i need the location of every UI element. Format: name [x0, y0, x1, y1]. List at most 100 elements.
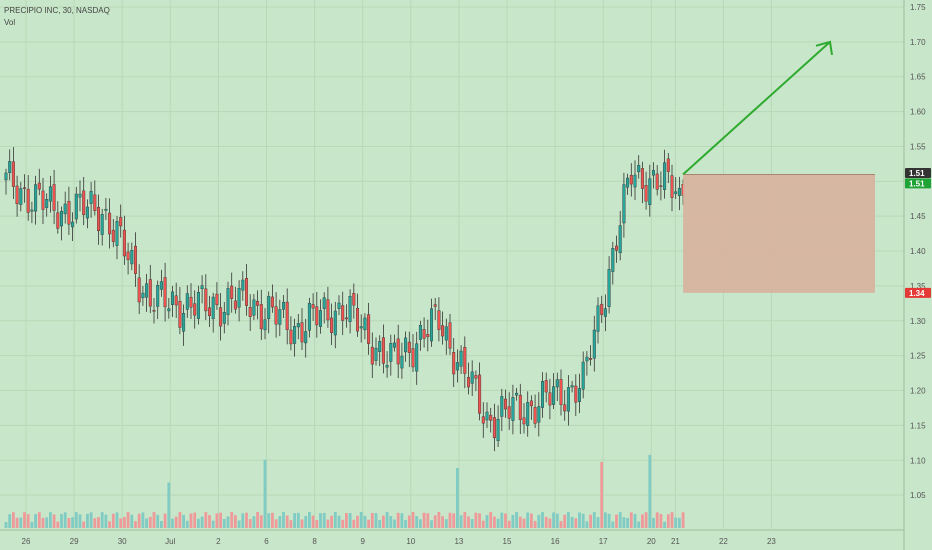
candle-body[interactable]	[63, 203, 67, 215]
candle-body[interactable]	[659, 185, 663, 187]
candle-body[interactable]	[648, 178, 652, 205]
candle-body[interactable]	[56, 212, 60, 229]
candle-body[interactable]	[115, 221, 119, 246]
candle-body[interactable]	[652, 170, 656, 176]
candle-body[interactable]	[574, 385, 578, 403]
candle-body[interactable]	[463, 347, 467, 374]
candle-body[interactable]	[393, 342, 397, 348]
candle-body[interactable]	[640, 168, 644, 189]
candle-body[interactable]	[96, 206, 100, 232]
candle-body[interactable]	[341, 305, 345, 321]
candle-body[interactable]	[41, 190, 45, 210]
candle-body[interactable]	[356, 307, 360, 332]
candle-body[interactable]	[626, 177, 630, 188]
candle-body[interactable]	[589, 358, 593, 360]
candle-body[interactable]	[189, 296, 193, 308]
candle-body[interactable]	[374, 347, 378, 361]
candle-body[interactable]	[185, 293, 189, 310]
candle-body[interactable]	[137, 277, 141, 303]
candle-body[interactable]	[48, 186, 52, 202]
candle-body[interactable]	[578, 388, 582, 402]
candle-body[interactable]	[237, 288, 241, 308]
candle-body[interactable]	[174, 295, 178, 306]
candle-body[interactable]	[11, 161, 15, 187]
candle-body[interactable]	[330, 317, 334, 334]
candle-body[interactable]	[381, 337, 385, 364]
candle-body[interactable]	[163, 277, 167, 308]
candle-body[interactable]	[296, 323, 300, 328]
candle-body[interactable]	[133, 245, 137, 274]
candle-body[interactable]	[219, 307, 223, 327]
candle-body[interactable]	[45, 199, 49, 208]
candle-body[interactable]	[204, 288, 208, 312]
candle-body[interactable]	[492, 417, 496, 439]
candle-body[interactable]	[592, 329, 596, 359]
candle-body[interactable]	[518, 394, 522, 420]
candle-body[interactable]	[100, 214, 104, 235]
candle-body[interactable]	[585, 356, 589, 362]
candle-body[interactable]	[459, 350, 463, 367]
candle-body[interactable]	[629, 175, 633, 185]
candle-body[interactable]	[193, 303, 197, 316]
candle-body[interactable]	[267, 296, 271, 320]
candle-body[interactable]	[433, 304, 437, 307]
candle-body[interactable]	[130, 250, 134, 265]
candle-body[interactable]	[196, 291, 200, 319]
candle-body[interactable]	[178, 300, 182, 328]
candle-body[interactable]	[248, 306, 252, 317]
candle-body[interactable]	[15, 185, 19, 205]
candle-body[interactable]	[489, 414, 493, 421]
candle-body[interactable]	[30, 209, 34, 212]
candle-body[interactable]	[222, 311, 226, 324]
candle-body[interactable]	[252, 299, 256, 316]
candle-body[interactable]	[8, 161, 12, 173]
candle-body[interactable]	[244, 277, 248, 306]
candle-body[interactable]	[322, 297, 326, 309]
candle-body[interactable]	[422, 329, 426, 339]
candle-body[interactable]	[282, 301, 286, 310]
candle-body[interactable]	[126, 251, 130, 261]
candle-body[interactable]	[23, 187, 27, 189]
candle-body[interactable]	[411, 348, 415, 368]
candle-body[interactable]	[4, 172, 8, 181]
candle-body[interactable]	[211, 296, 215, 320]
candle-body[interactable]	[319, 310, 323, 327]
candle-body[interactable]	[515, 392, 519, 396]
candle-body[interactable]	[170, 291, 174, 305]
stop-loss-zone[interactable]	[683, 174, 875, 293]
candle-body[interactable]	[426, 334, 430, 338]
candle-body[interactable]	[85, 206, 89, 219]
candle-body[interactable]	[52, 184, 56, 211]
candle-body[interactable]	[226, 288, 230, 315]
candle-body[interactable]	[270, 296, 274, 308]
candle-body[interactable]	[108, 212, 112, 235]
candle-body[interactable]	[400, 355, 404, 369]
candle-body[interactable]	[304, 331, 308, 344]
candle-body[interactable]	[666, 158, 670, 172]
candle-body[interactable]	[607, 269, 611, 307]
candle-body[interactable]	[152, 310, 156, 312]
candle-body[interactable]	[396, 338, 400, 365]
candle-body[interactable]	[122, 229, 126, 257]
candle-body[interactable]	[285, 301, 289, 330]
projection-arrow-line[interactable]	[682, 41, 831, 176]
candle-body[interactable]	[259, 304, 263, 330]
candle-body[interactable]	[60, 211, 64, 227]
candle-body[interactable]	[522, 417, 526, 425]
candle-body[interactable]	[67, 201, 71, 225]
candle-body[interactable]	[504, 398, 508, 410]
candle-body[interactable]	[37, 182, 41, 190]
candle-body[interactable]	[233, 300, 237, 310]
candle-body[interactable]	[633, 174, 637, 188]
candle-body[interactable]	[93, 194, 97, 211]
candle-body[interactable]	[637, 165, 641, 173]
candle-body[interactable]	[407, 341, 411, 353]
candle-body[interactable]	[596, 305, 600, 332]
candle-body[interactable]	[478, 374, 482, 414]
candle-body[interactable]	[148, 279, 152, 307]
candle-body[interactable]	[470, 371, 474, 384]
candle-body[interactable]	[256, 300, 260, 306]
candle-body[interactable]	[581, 361, 585, 390]
candle-body[interactable]	[537, 406, 541, 423]
